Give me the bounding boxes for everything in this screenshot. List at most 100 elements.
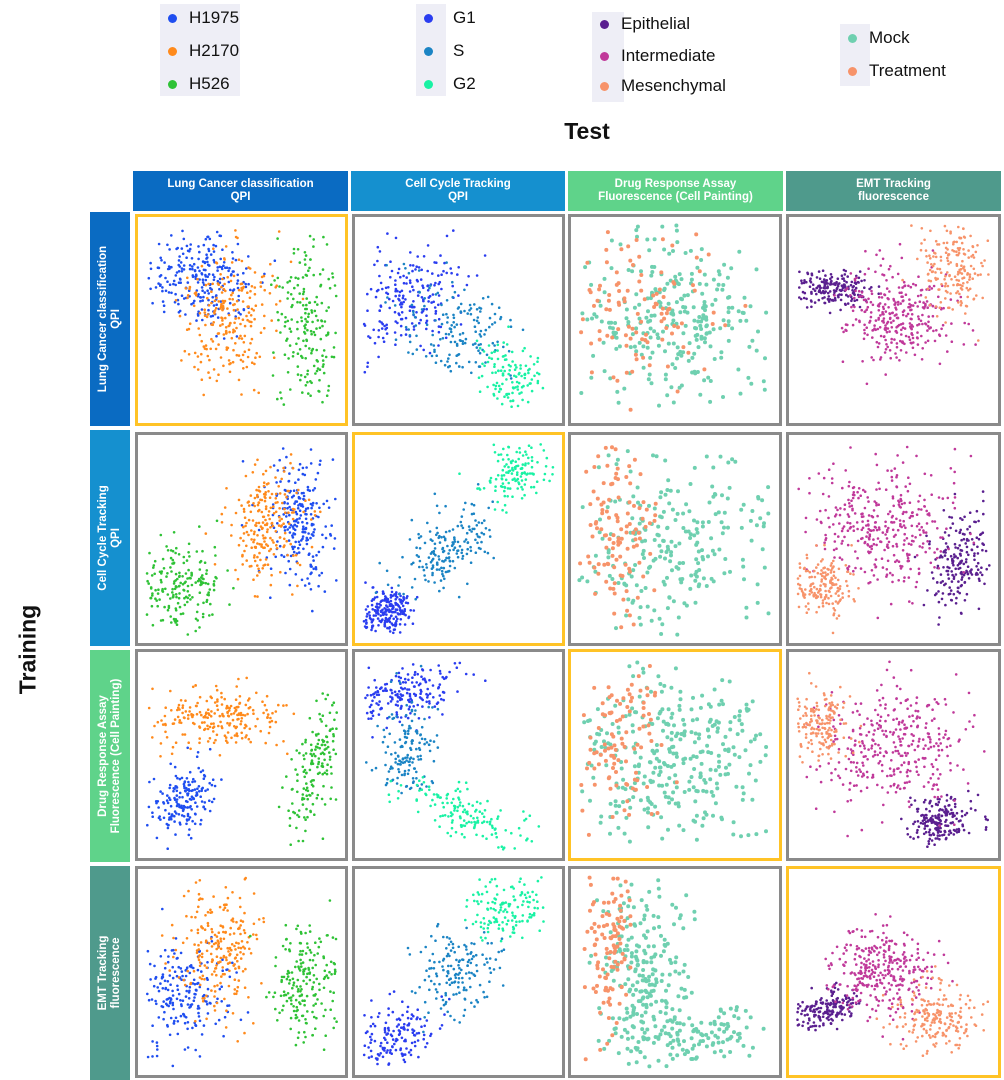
legend-label: G1 xyxy=(453,8,476,27)
legend-label: H2170 xyxy=(189,41,240,60)
scatter-plot xyxy=(146,676,338,850)
legend-label: Epithelial xyxy=(621,14,690,33)
row-header-line1: EMT Tracking xyxy=(97,935,109,1011)
legend-marker-icon xyxy=(424,46,433,56)
row-header-line1: Drug Response Assay xyxy=(97,695,109,817)
legend-marker-icon xyxy=(600,51,609,61)
scatter-panel-train-lung-cancer-test-emt xyxy=(786,214,1001,426)
point-cluster xyxy=(270,234,338,406)
point-cluster xyxy=(833,242,977,386)
scatter-panel-train-cell-cycle-test-lung-cancer xyxy=(135,432,348,646)
scatter-panel-train-lung-cancer-test-lung-cancer xyxy=(135,214,348,426)
legend-item-g2: G2 xyxy=(416,72,476,96)
scatter-panel-train-drug-response-test-lung-cancer xyxy=(135,649,348,861)
point-cluster xyxy=(147,676,296,758)
legend-marker-icon xyxy=(424,79,433,89)
row-header-line1: Lung Cancer classification xyxy=(97,245,109,393)
point-cluster xyxy=(900,789,989,848)
test-axis-title: Test xyxy=(564,118,610,144)
legend-label: H1975 xyxy=(189,8,240,27)
point-cluster xyxy=(913,490,991,626)
column-header-emt: EMT Tracking fluorescence xyxy=(786,171,1001,211)
point-cluster xyxy=(362,581,419,635)
legend-item-h2170: H2170 xyxy=(160,39,239,63)
point-cluster xyxy=(577,449,771,637)
row-header-lung-cancer: Lung Cancer classification QPI xyxy=(90,212,130,426)
point-cluster xyxy=(796,671,863,764)
scatter-plot xyxy=(798,224,990,386)
legend-cell-line: H1975 H2170 H526 xyxy=(160,4,240,96)
point-cluster xyxy=(406,921,506,1034)
legend-item-epithelial: Epithelial xyxy=(592,12,690,36)
legend-marker-icon xyxy=(424,13,433,23)
point-cluster xyxy=(249,899,338,1051)
column-header-cell-cycle: Cell Cycle Tracking QPI xyxy=(351,171,565,211)
legend-marker-icon xyxy=(168,46,177,56)
column-header-line1: Lung Cancer classification xyxy=(167,178,314,190)
legend-cell-cycle: G1 S G2 xyxy=(416,4,476,96)
point-cluster xyxy=(277,692,338,846)
legend-item-treatment: Treatment xyxy=(840,59,946,83)
point-cluster xyxy=(362,990,451,1066)
legend-label: Treatment xyxy=(869,61,946,80)
legend-label: S xyxy=(453,41,465,60)
column-header-line1: Drug Response Assay xyxy=(614,178,737,190)
point-cluster xyxy=(464,876,545,943)
legend-emt: Epithelial Intermediate Mesenchymal xyxy=(592,12,726,102)
scatter-panel-train-lung-cancer-test-drug-response xyxy=(568,214,782,426)
scatter-panel-train-cell-cycle-test-cell-cycle xyxy=(352,432,565,646)
column-header-line2: QPI xyxy=(230,191,251,203)
point-cluster xyxy=(580,660,769,844)
row-header-line2: Fluorescence (Cell Painting) xyxy=(110,678,122,834)
row-header-line2: QPI xyxy=(110,309,122,329)
point-cluster xyxy=(475,325,545,408)
legend-marker-icon xyxy=(848,33,857,43)
scatter-panel-train-drug-response-test-cell-cycle xyxy=(352,649,565,861)
scatter-plot xyxy=(146,876,338,1068)
point-cluster xyxy=(797,445,976,620)
row-header-line1: Cell Cycle Tracking xyxy=(97,485,109,591)
scatter-plot xyxy=(147,229,338,406)
column-header-line2: Fluorescence (Cell Painting) xyxy=(598,191,753,203)
point-cluster xyxy=(602,1005,766,1061)
scatter-panel-train-drug-response-test-emt xyxy=(786,649,1001,861)
legend-item-h1975: H1975 xyxy=(160,6,239,30)
column-header-drug-response: Drug Response Assay Fluorescence (Cell Pa… xyxy=(568,171,783,211)
scatter-panel-train-emt-test-emt xyxy=(786,866,1001,1078)
legend-item-mesenchymal: Mesenchymal xyxy=(592,74,726,98)
row-header-line2: QPI xyxy=(110,528,122,548)
point-cluster xyxy=(579,664,679,837)
legend-label: Mock xyxy=(869,28,910,47)
column-header-lung-cancer: Lung Cancer classification QPI xyxy=(133,171,348,211)
point-cluster xyxy=(582,875,633,1062)
scatter-plot xyxy=(579,660,769,844)
scatter-plot xyxy=(796,913,990,1057)
point-cluster xyxy=(384,261,525,380)
row-header-drug-response: Drug Response Assay Fluorescence (Cell Pa… xyxy=(90,650,130,862)
row-header-line2: fluorescence xyxy=(110,937,122,1009)
scatter-plot xyxy=(582,875,766,1069)
scatter-plot xyxy=(577,445,771,637)
point-cluster xyxy=(578,445,658,630)
row-header-cell-cycle: Cell Cycle Tracking QPI xyxy=(90,430,130,646)
point-cluster xyxy=(579,223,769,408)
scatter-panel-train-drug-response-test-drug-response xyxy=(568,649,782,861)
point-cluster xyxy=(796,543,860,635)
point-cluster xyxy=(240,447,338,613)
legend-item-h526: H526 xyxy=(160,72,230,96)
column-header-line1: Cell Cycle Tracking xyxy=(405,178,511,190)
legend-label: G2 xyxy=(453,74,476,93)
point-cluster xyxy=(458,443,555,514)
legend-marker-icon xyxy=(168,79,177,89)
point-cluster xyxy=(174,229,305,397)
column-header-line1: EMT Tracking xyxy=(856,178,931,190)
training-axis-title: Training xyxy=(14,604,41,695)
scatter-plot xyxy=(362,876,545,1066)
point-cluster xyxy=(579,230,748,412)
scatter-panel-train-cell-cycle-test-drug-response xyxy=(568,432,782,646)
legend-marker-icon xyxy=(600,81,609,91)
legend-label: Intermediate xyxy=(621,46,716,65)
scatter-panel-train-emt-test-cell-cycle xyxy=(352,866,565,1078)
legend-marker-icon xyxy=(600,19,609,29)
scatter-plot xyxy=(145,447,338,636)
